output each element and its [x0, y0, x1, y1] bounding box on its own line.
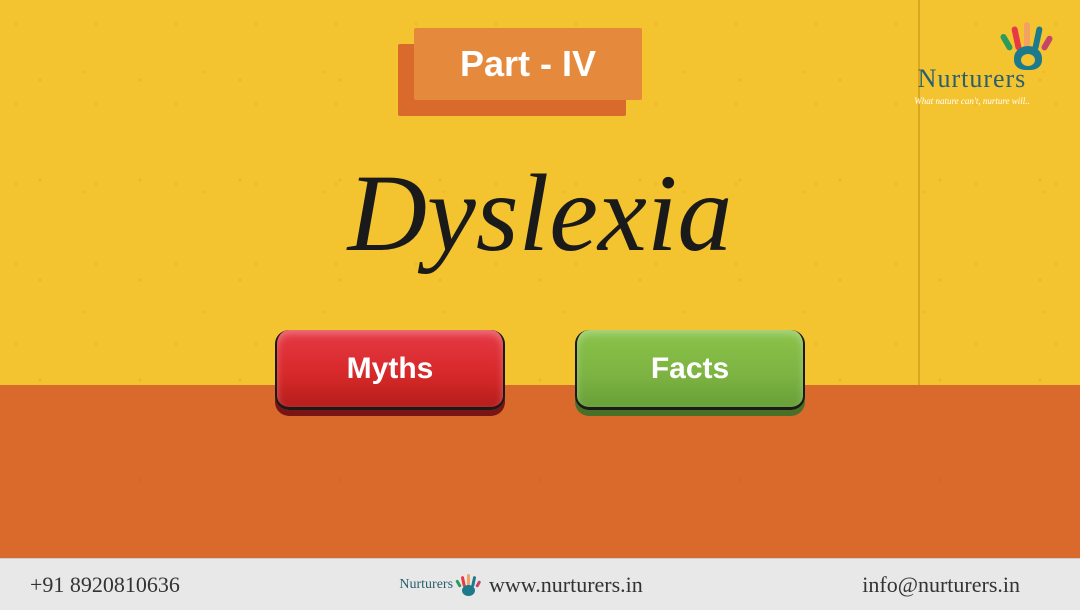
footer-logo: Nurturers	[399, 574, 479, 596]
facts-button-label: Facts	[651, 352, 729, 386]
footer-logo-text: Nurturers	[399, 577, 453, 593]
part-badge: Part - IV	[414, 28, 642, 100]
footer-bar: +91 8920810636 Nurturers www.nurturers.i…	[0, 558, 1080, 610]
button-row: Myths Facts	[0, 330, 1080, 410]
footer-email: info@nurturers.in	[862, 572, 1020, 598]
myths-button-label: Myths	[347, 352, 434, 386]
footer-website: www.nurturers.in	[489, 572, 643, 598]
facts-button[interactable]: Facts	[575, 330, 805, 410]
footer-center: Nurturers www.nurturers.in	[180, 572, 862, 598]
mini-hand-icon	[457, 574, 479, 596]
footer-phone: +91 8920810636	[30, 572, 180, 598]
hand-icon	[1002, 20, 1052, 70]
myths-button[interactable]: Myths	[275, 330, 505, 410]
main-background: Part - IV Nurturers What nature can't, n…	[0, 0, 1080, 558]
part-badge-text: Part - IV	[460, 43, 596, 85]
logo-tagline: What nature can't, nurture will..	[892, 96, 1052, 106]
logo-top: Nurturers What nature can't, nurture wil…	[892, 20, 1052, 106]
main-title: Dyslexia	[0, 150, 1080, 277]
